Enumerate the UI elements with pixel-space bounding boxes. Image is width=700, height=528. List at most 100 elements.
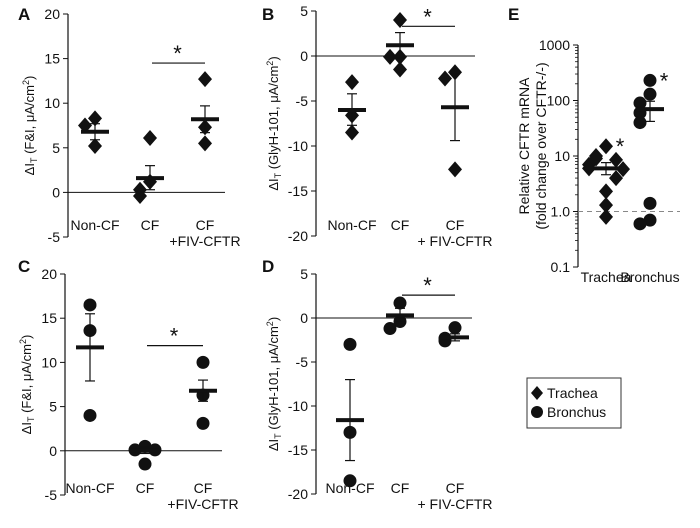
category-label: CF (196, 217, 215, 233)
y-tick-label: 5 (49, 399, 57, 415)
y-label-sup: 2 (18, 339, 28, 344)
legend: Trachea Bronchus (526, 377, 622, 429)
y-tick-label: 100 (547, 93, 571, 109)
data-point-circle (83, 408, 97, 422)
y-tick-label: -20 (288, 486, 308, 502)
y-tick-label: 0 (300, 48, 308, 64)
y-tick-label: -5 (45, 487, 58, 503)
legend-box (526, 377, 622, 429)
y-tick-label: 0.1 (551, 259, 571, 275)
legend-label-trachea: Trachea (547, 385, 598, 401)
category-label: +FIV-CFTR (169, 233, 240, 249)
y-label-rest: (GlyH-101, μA/cm (266, 66, 281, 173)
data-point-diamond (88, 110, 102, 127)
data-point-circle (138, 457, 152, 471)
data-point-diamond (599, 183, 613, 200)
y-axis-label: ΔIT (F&I, μA/cm2) (18, 335, 36, 435)
y-tick-label: 20 (44, 6, 60, 22)
y-tick-label: 5 (52, 140, 60, 156)
data-point-diamond (345, 124, 359, 141)
data-point-diamond (88, 138, 102, 155)
data-point-circle (643, 87, 657, 101)
data-point-circle (393, 296, 407, 310)
category-label: Bronchus (620, 269, 679, 285)
y-label-end: ) (22, 76, 37, 80)
y-axis-label-line: (fold change over CFTR-/-) (533, 62, 549, 229)
significance-star: * (423, 273, 432, 298)
data-point-diamond (609, 170, 623, 187)
data-point-diamond (143, 129, 157, 146)
significance-star: * (423, 4, 432, 29)
y-tick-label: -10 (288, 138, 308, 154)
data-point-diamond (393, 61, 407, 78)
data-point-circle (643, 196, 657, 210)
y-label-rest: (GlyH-101, μA/cm (266, 326, 281, 433)
panel-letter: C (18, 257, 30, 276)
y-tick-label: -10 (288, 398, 308, 414)
y-tick-label: -5 (296, 354, 309, 370)
data-point-diamond (133, 187, 147, 204)
y-label-sup: 2 (265, 61, 275, 66)
data-point-circle (83, 298, 97, 312)
y-label-rest: (F&I, μA/cm (22, 85, 37, 158)
data-point-circle (196, 416, 210, 430)
data-point-diamond (599, 208, 613, 225)
panel-b: B 5 0 -5 -10 -15 -20 ΔIT (GlyH-101, μA/cm2) Non-… (262, 3, 493, 249)
category-label: CF (446, 480, 465, 496)
data-point-diamond (609, 151, 623, 168)
data-point-diamond (448, 161, 462, 178)
panel-letter: D (262, 257, 274, 276)
significance-star: * (660, 68, 669, 93)
panel-letter: E (508, 5, 519, 24)
y-tick-label: 0 (300, 310, 308, 326)
y-label-main: ΔI (19, 422, 34, 434)
category-label: CF (391, 480, 410, 496)
data-point-circle (643, 213, 657, 227)
y-label-sub: T (26, 416, 36, 422)
category-label: Non-CF (325, 480, 374, 496)
significance-star: * (170, 324, 179, 349)
category-label: CF (391, 217, 410, 233)
data-point-diamond (616, 161, 630, 178)
y-tick-label: -15 (288, 442, 308, 458)
panel-letter: B (262, 5, 274, 24)
data-point-circle (196, 355, 210, 369)
y-label-end: ) (19, 335, 34, 339)
y-label-main: ΔI (22, 163, 37, 175)
y-tick-label: 20 (41, 266, 57, 282)
data-point-circle (633, 217, 647, 231)
data-point-circle (343, 474, 357, 488)
y-label-sub: T (273, 172, 283, 178)
data-point-diamond (345, 74, 359, 91)
y-label-sup: 2 (265, 321, 275, 326)
legend-label-bronchus: Bronchus (547, 404, 606, 420)
y-axis-label: ΔIT (F&I, μA/cm2) (21, 76, 39, 176)
panel-d: D 5 0 -5 -10 -15 -20 ΔIT (GlyH-101, μA/cm2) Non-… (262, 257, 493, 512)
significance-star: * (173, 41, 182, 66)
panel-letter: A (18, 5, 30, 24)
data-point-circle (383, 322, 397, 336)
y-axis-label: Relative CFTR mRNA(fold change over CFTR… (516, 62, 549, 229)
y-tick-label: 1.0 (551, 204, 571, 220)
category-label: Trachea (581, 269, 632, 285)
significance-star: * (616, 134, 625, 159)
category-label: + FIV-CFTR (417, 496, 492, 512)
y-tick-label: 1000 (539, 37, 570, 53)
legend-diamond-icon (531, 386, 543, 400)
y-tick-label: 5 (300, 3, 308, 19)
y-label-rest: (F&I, μA/cm (19, 344, 34, 417)
category-label: Non-CF (327, 217, 376, 233)
data-point-circle (633, 116, 647, 130)
y-label-sub: T (29, 157, 39, 163)
category-label: CF (141, 217, 160, 233)
panel-e: E 1000 100 10 1.0 0.1 Relative CFTR mRNA(fold … (508, 5, 680, 285)
data-point-diamond (383, 48, 397, 65)
y-tick-label: 0 (52, 184, 60, 200)
data-point-diamond (438, 70, 452, 87)
y-tick-label: 10 (41, 354, 57, 370)
y-tick-label: 10 (554, 148, 570, 164)
y-label-end: ) (266, 317, 281, 321)
y-label-sub: T (273, 433, 283, 439)
y-label-main: ΔI (266, 439, 281, 451)
